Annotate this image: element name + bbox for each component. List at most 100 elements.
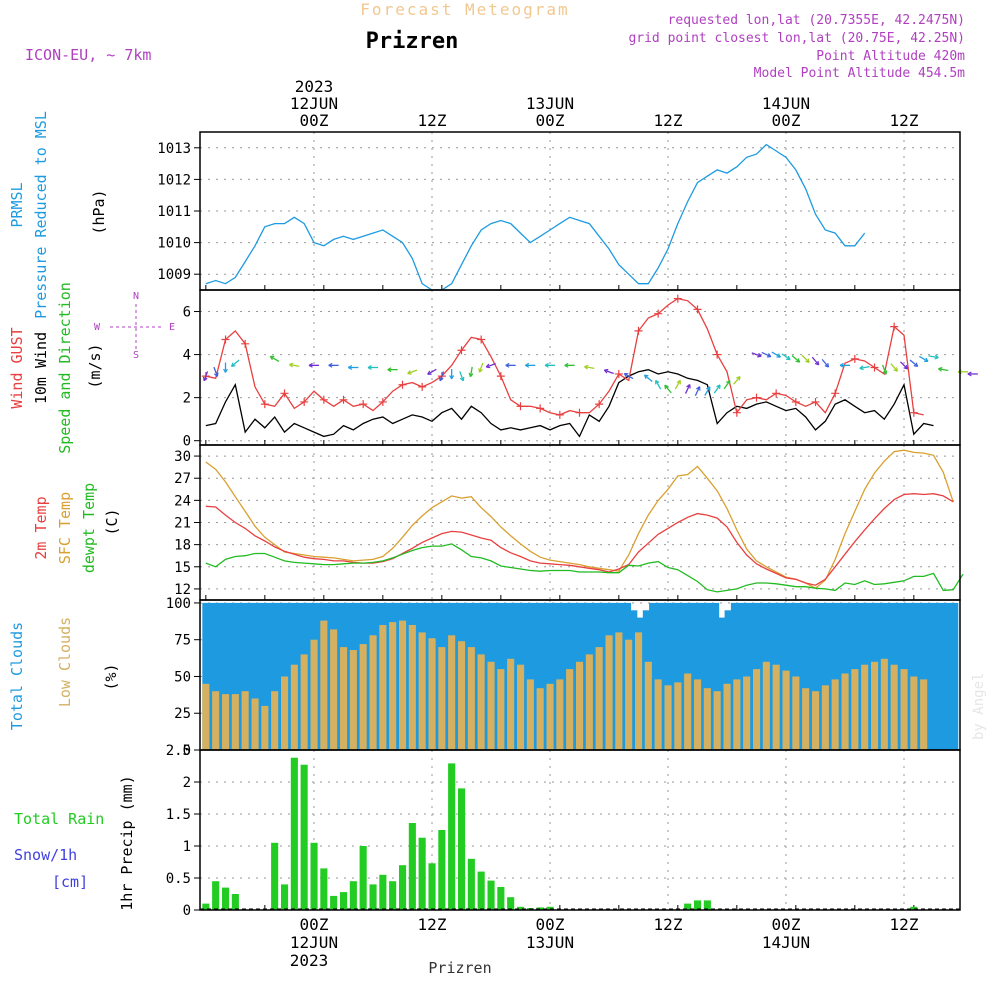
wind-arrow-head xyxy=(223,368,228,373)
wind-arrow-head xyxy=(459,376,465,382)
rain-bar xyxy=(212,881,220,910)
low-cloud-bar xyxy=(251,698,259,750)
total-cloud-bar xyxy=(668,602,676,750)
wind-arrow-head xyxy=(308,362,313,368)
wind-arrow-head xyxy=(544,362,549,368)
low-cloud-bar xyxy=(556,679,564,750)
rain-bar xyxy=(467,858,475,910)
wind-arrow-head xyxy=(903,364,909,370)
compass-n: N xyxy=(133,291,139,302)
precip-frame xyxy=(199,749,961,911)
temp-ytick-label: 18 xyxy=(174,538,191,554)
rain-bar xyxy=(448,763,456,910)
wind-arrow-head xyxy=(736,376,741,381)
temp-ytick-label: 30 xyxy=(174,449,191,465)
pressure-ytick-label: 1012 xyxy=(157,172,191,188)
gust-line-marker xyxy=(831,389,840,398)
wind-arrow-head xyxy=(468,372,474,378)
rain-bar xyxy=(320,868,328,910)
clouds-ytick-label: 25 xyxy=(174,706,191,722)
gust-line-marker xyxy=(359,400,368,409)
low-cloud-bar xyxy=(841,673,849,750)
low-cloud-bar xyxy=(782,670,790,750)
bottom-time-label: 12Z xyxy=(418,915,447,934)
total-cloud-bar xyxy=(472,602,480,750)
temp-panel: 12 15 18 21 24 27 30 xyxy=(174,445,964,600)
total-cloud-bar xyxy=(787,602,795,750)
low-cloud-bar xyxy=(762,661,770,750)
total-cloud-bar xyxy=(510,602,518,750)
low-cloud-bar xyxy=(812,691,820,750)
wind-arrow-head xyxy=(716,384,721,389)
wind-arrow xyxy=(909,359,919,367)
total-cloud-bar xyxy=(743,602,751,750)
bottom-time-label: 12Z xyxy=(890,915,919,934)
total-cloud-bar xyxy=(837,602,845,750)
gust-line-marker xyxy=(319,395,328,404)
top-date-label: 14JUN xyxy=(762,94,810,113)
gust-line-marker xyxy=(477,335,486,344)
total-cloud-bar xyxy=(699,602,707,750)
wind-arrow-head xyxy=(269,355,275,361)
wind-arrow xyxy=(751,352,762,357)
wind-arrow xyxy=(289,363,300,367)
total-cloud-bar xyxy=(554,602,562,750)
wind-arrow-head xyxy=(839,362,844,368)
requested-coords: requested lon,lat (20.7355E, 42.2475N) xyxy=(668,13,965,28)
low-cloud-bar xyxy=(635,632,643,750)
gust-label: Wind GUST xyxy=(8,327,26,408)
low-cloud-bar xyxy=(389,622,397,750)
wind-arrow xyxy=(203,371,209,382)
total-cloud-bar xyxy=(831,602,839,750)
wind-dir-label: Speed and Direction xyxy=(56,282,74,454)
wind-arrow-head xyxy=(859,365,864,371)
wind-unit: (m/s) xyxy=(86,343,104,388)
low-cloud-bar xyxy=(241,691,249,750)
total-clouds-label: Total Clouds xyxy=(8,622,26,730)
low-cloud-bar xyxy=(585,654,593,750)
total-cloud-bar xyxy=(535,602,543,750)
rain-bar xyxy=(487,880,495,910)
top-date-label: 12JUN xyxy=(290,94,338,113)
total-cloud-bar xyxy=(548,602,556,750)
wind-arrow-head xyxy=(934,354,939,360)
top-time-label: 00Z xyxy=(300,111,329,130)
clouds-ytick-label: 50 xyxy=(174,669,191,685)
rain-bar xyxy=(458,788,466,910)
total-cloud-bar xyxy=(913,602,921,750)
low-cloud-bar xyxy=(408,625,416,750)
low-cloud-bar xyxy=(330,629,338,750)
rain-bar xyxy=(517,906,525,910)
wind-arrow-head xyxy=(328,362,333,368)
total-cloud-bar xyxy=(529,602,537,750)
wind-arrow-head xyxy=(938,366,943,372)
low-cloud-bar xyxy=(487,661,495,750)
total-cloud-bar xyxy=(768,602,776,750)
gust-line-marker xyxy=(673,294,682,303)
total-cloud-bar xyxy=(384,602,392,750)
total-cloud-bar xyxy=(819,602,827,750)
wind-arrow-head xyxy=(893,367,898,372)
gust-line-marker xyxy=(378,397,387,406)
low-cloud-bar xyxy=(890,664,898,750)
low-cloud-bar xyxy=(340,647,348,750)
rain-bar xyxy=(418,837,426,910)
low-cloud-bar xyxy=(615,632,623,750)
low-cloud-bar xyxy=(792,676,800,750)
total-cloud-bar xyxy=(806,602,814,750)
top-year: 2023 xyxy=(295,77,334,96)
total-cloud-bar xyxy=(894,602,902,750)
total-cloud-bar xyxy=(271,602,279,750)
wind-arrow xyxy=(213,366,218,377)
total-cloud-bar xyxy=(284,602,292,750)
gust-line-marker xyxy=(418,382,427,391)
wind-arrow-head xyxy=(882,370,888,375)
top-time-label: 00Z xyxy=(772,111,801,130)
wind-arrow xyxy=(674,380,681,390)
gust-line-marker xyxy=(909,408,918,417)
gust-line-marker xyxy=(811,397,820,406)
wind-arrow xyxy=(684,384,691,394)
pressure-label-long: Pressure Reduced to MSL xyxy=(32,111,50,319)
low-cloud-bar xyxy=(694,679,702,750)
rain-bar xyxy=(359,846,367,910)
